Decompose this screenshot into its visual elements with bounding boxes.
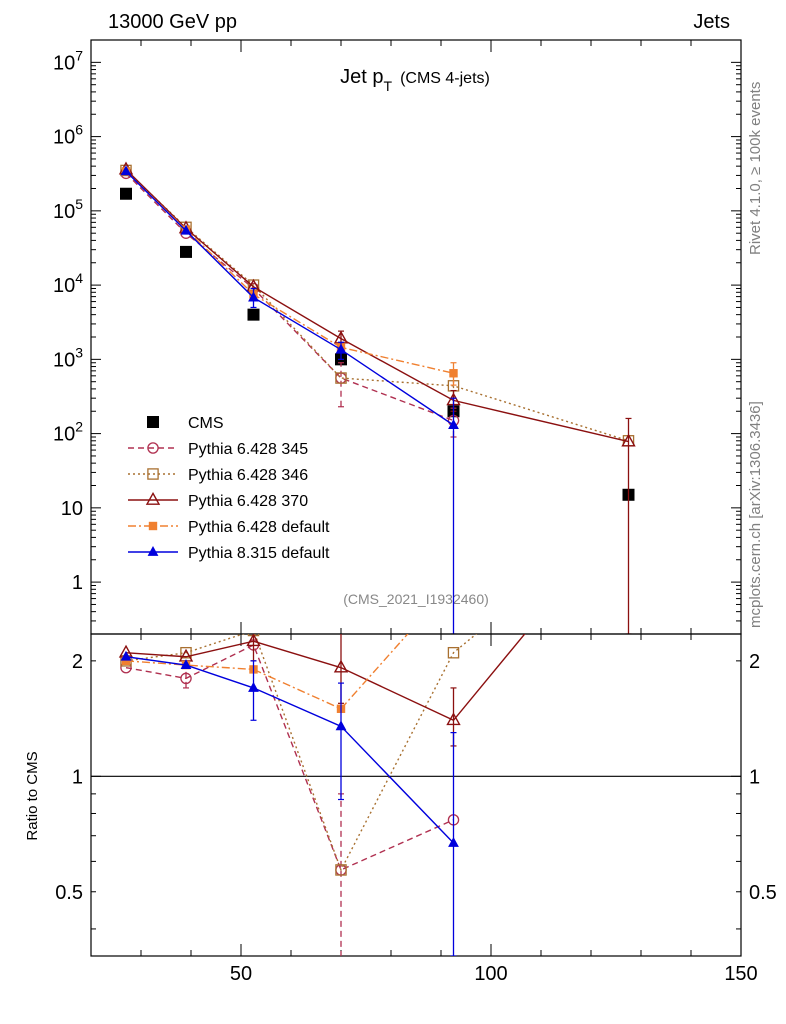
series-pythia-6-428-346 (120, 164, 635, 447)
data-point (335, 864, 347, 876)
data-point (335, 343, 347, 354)
series-pythia-6-428-default (121, 167, 458, 386)
legend-marker (145, 491, 161, 505)
data-point (180, 659, 192, 669)
x-tick-label: 50 (230, 963, 252, 985)
series-line (125, 169, 629, 442)
legend-label: Pythia 6.428 default (188, 519, 330, 536)
data-point (180, 646, 192, 659)
plot-title: Jet pT (CMS 4-jets) (340, 66, 490, 94)
y-tick-label: 102 (53, 419, 83, 446)
legend-item-pythia-6-428-370: Pythia 6.428 370 (128, 491, 308, 510)
legend-label: Pythia 8.315 default (188, 545, 330, 562)
series-pythia-8-315-default (120, 165, 459, 634)
data-point (248, 291, 259, 302)
header-right: Jets (693, 11, 730, 33)
header-left: 13000 GeV pp (108, 11, 237, 33)
series-line (125, 634, 478, 872)
series-line (125, 170, 454, 374)
x-tick-label: 100 (474, 963, 507, 985)
legend-item-cms: CMS (147, 415, 224, 432)
legend-item-pythia-6-428-default: Pythia 6.428 default (128, 519, 330, 536)
legend-label: Pythia 6.428 370 (188, 493, 308, 510)
series-line (125, 172, 454, 422)
data-point (246, 634, 261, 647)
legend-label: Pythia 6.428 345 (188, 441, 308, 458)
data-point (446, 712, 461, 726)
data-point (247, 308, 260, 321)
series-pythia-6-428-370 (118, 634, 526, 747)
legend-item-pythia-8-315-default: Pythia 8.315 default (128, 545, 330, 562)
y-tick-label: 105 (53, 196, 83, 223)
ratio-series (118, 634, 526, 956)
plot-title-suffix: (CMS 4-jets) (400, 70, 490, 87)
legend-label: Pythia 6.428 346 (188, 467, 308, 484)
legend-marker (148, 521, 158, 531)
series-line (125, 634, 526, 722)
main-x-ticks (140, 40, 742, 634)
legend: CMS Pythia 6.428 345 Pythia 6.428 346 Pythi… (128, 415, 330, 562)
main-y-axis: 1 10 102 103 104 105 106 107 (53, 39, 741, 635)
data-point (180, 672, 192, 685)
series-line (125, 170, 454, 426)
data-point (447, 646, 460, 659)
series-line (125, 644, 454, 871)
y-tick-label: 103 (53, 344, 83, 371)
data-point (333, 659, 349, 673)
y-tick-label: 104 (53, 270, 83, 297)
y-tick-label: 106 (53, 122, 83, 149)
y-tick-label-right: 1 (749, 766, 760, 788)
main-series (118, 161, 636, 634)
legend-marker (147, 442, 159, 454)
series-pythia-6-428-370 (118, 161, 636, 634)
data-point (120, 187, 132, 200)
ratio-y-axis: 0.5 0.5 1 1 2 2 (55, 651, 777, 930)
x-tick-label: 150 (724, 963, 757, 985)
series-pythia-6-428-345 (120, 639, 460, 956)
legend-marker (147, 546, 159, 556)
y-tick-label-right: 0.5 (749, 882, 777, 904)
series-pythia-6-428-345 (120, 167, 460, 438)
data-point (248, 681, 259, 692)
data-point (621, 433, 636, 447)
y-tick-label: 107 (53, 47, 83, 74)
data-point (448, 837, 459, 847)
legend-marker (147, 468, 159, 480)
plot-title-main: Jet p (340, 66, 383, 88)
series-pythia-8-315-default (120, 650, 459, 956)
ratio-panel: 0.5 0.5 1 1 2 2 50 100 150 Ratio to CMS (24, 633, 777, 985)
data-point (121, 656, 131, 666)
y-tick-label: 2 (72, 651, 83, 673)
legend-item-pythia-6-428-345: Pythia 6.428 345 (128, 441, 308, 458)
ratio-x-axis: 50 100 150 (140, 634, 758, 985)
legend-marker (147, 416, 159, 428)
main-panel: 1 10 102 103 104 105 106 107 Jet pT (CMS 4-jets)… (53, 39, 742, 635)
y-tick-label: 1 (72, 766, 83, 788)
data-point (180, 224, 192, 235)
plot-title-subscript: T (384, 78, 393, 94)
data-point (120, 165, 132, 176)
series-line (125, 169, 629, 443)
y-tick-label: 0.5 (55, 882, 83, 904)
y-tick-label-right: 2 (749, 651, 760, 673)
y-tick-label: 1 (72, 572, 83, 594)
ratio-frame (90, 633, 742, 957)
series-line (125, 656, 455, 844)
ratio-ylabel: Ratio to CMS (24, 751, 41, 840)
data-point (335, 720, 347, 731)
legend-item-pythia-6-428-346: Pythia 6.428 346 (128, 467, 308, 484)
data-point (180, 245, 192, 258)
rivet-label: Rivet 4.1.0, ≥ 100k events (747, 82, 764, 255)
y-tick-label: 10 (61, 498, 83, 520)
watermark: (CMS_2021_I1932460) (343, 591, 489, 607)
data-point (449, 369, 458, 378)
data-point (120, 650, 132, 661)
mcplots-label: mcplots.cern.ch [arXiv:1306.3436] (747, 401, 764, 628)
legend-label: CMS (188, 415, 224, 432)
data-point (448, 419, 459, 430)
data-point (335, 372, 347, 384)
